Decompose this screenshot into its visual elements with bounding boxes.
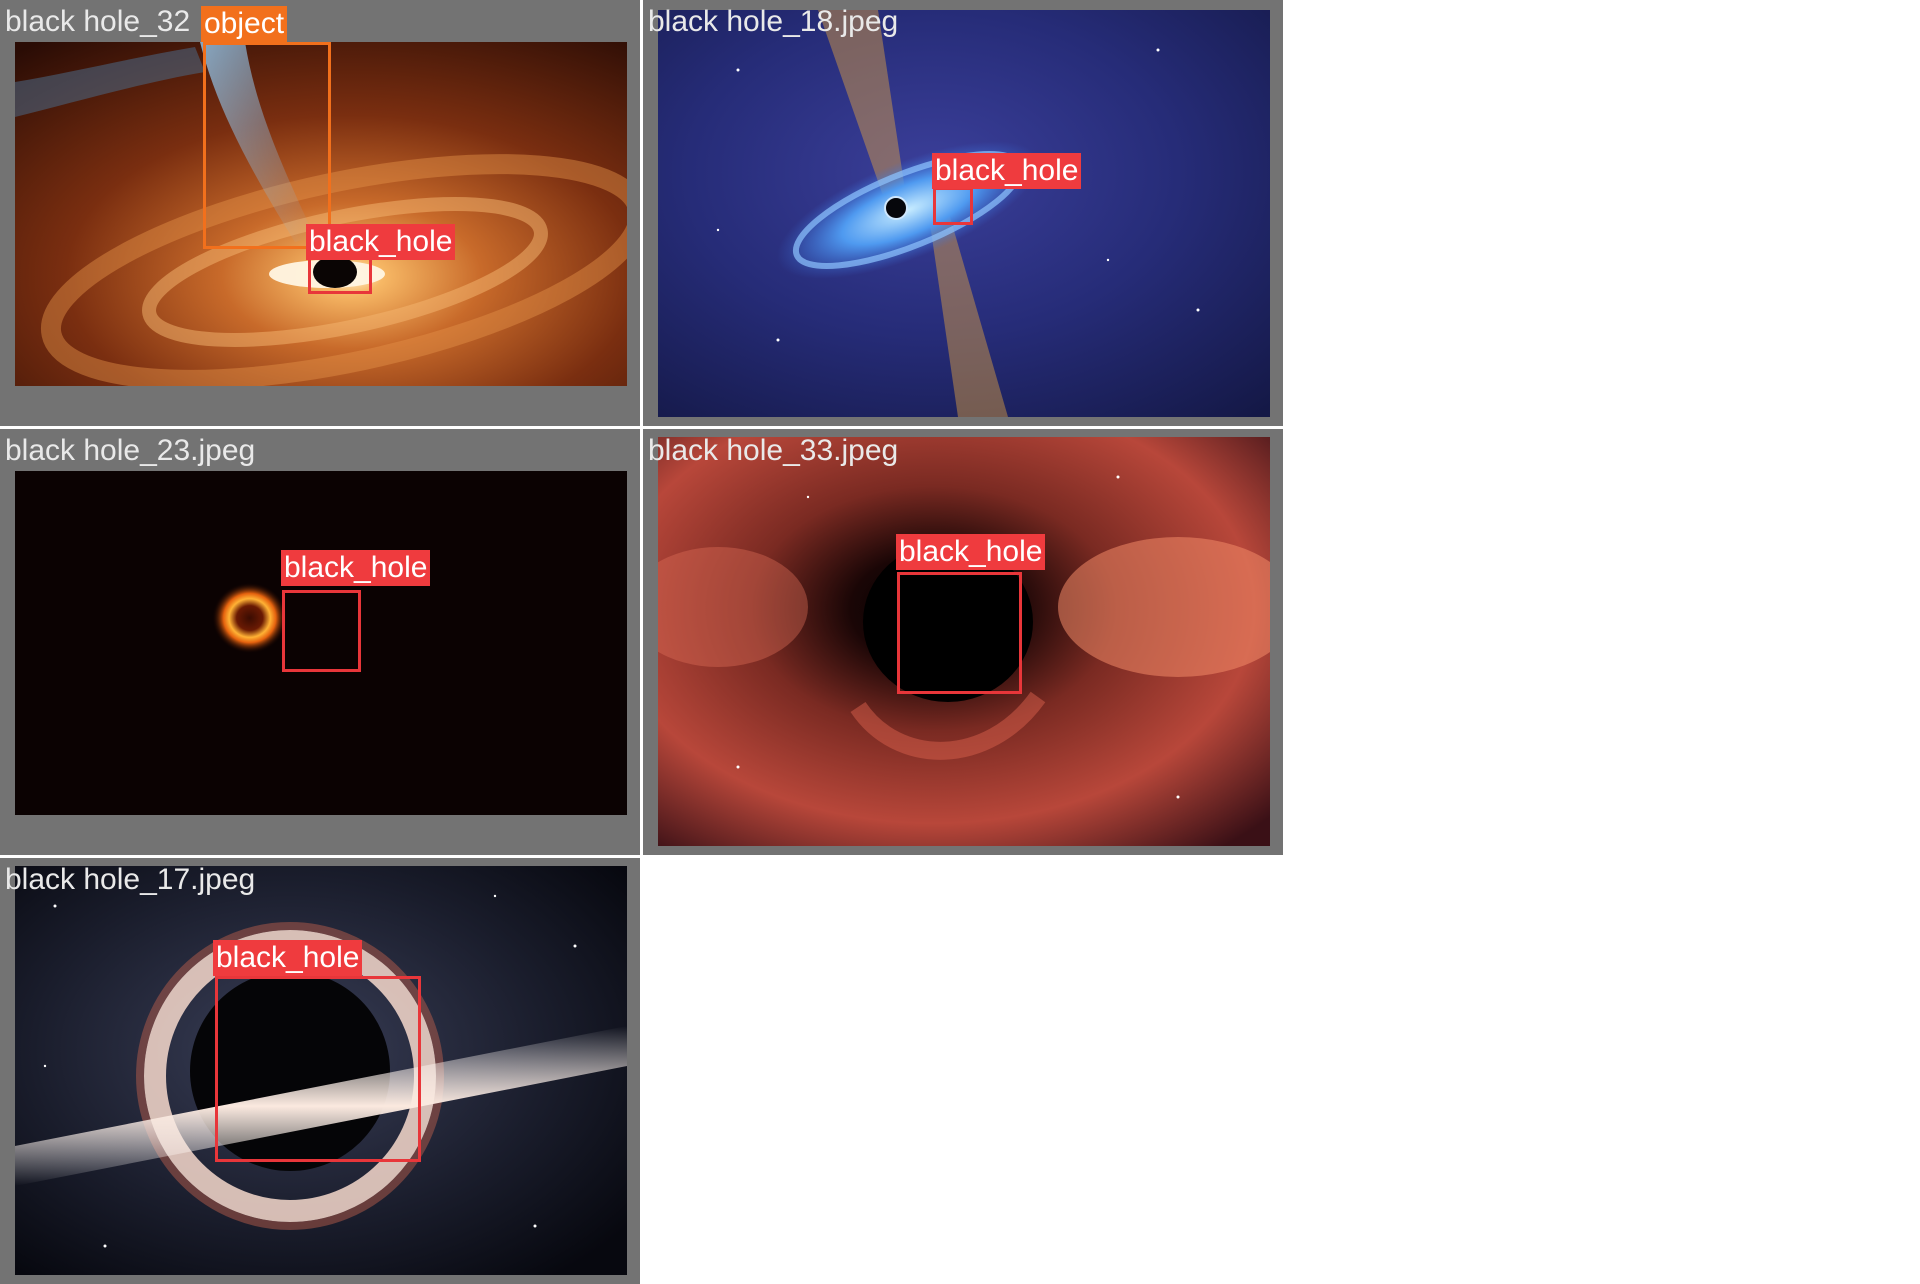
thumbnail-image	[658, 437, 1270, 846]
black-hole-bounding-box	[933, 187, 973, 225]
image-filename: black hole_17.jpeg	[5, 863, 256, 896]
black-hole-label-tag: black_hole	[213, 940, 363, 976]
image-tile[interactable]: black hole_17.jpeg black_hole	[0, 858, 640, 1284]
black-hole-label-tag: black_hole	[896, 534, 1046, 570]
black-hole-bounding-box	[897, 572, 1022, 694]
thumbnail-image	[15, 471, 627, 815]
image-tile[interactable]: black hole_32 object black_hole	[0, 0, 640, 426]
image-filename: black hole_18.jpeg	[648, 5, 899, 38]
black-hole-label-tag: black_hole	[281, 550, 431, 586]
black-hole-bounding-box	[282, 590, 361, 672]
thumbnail-image	[15, 866, 627, 1275]
image-filename: black hole_33.jpeg	[648, 434, 899, 467]
black-hole-label-tag: black_hole	[306, 224, 456, 260]
black-hole-bounding-box	[308, 255, 372, 294]
object-label-tag: object	[201, 6, 288, 42]
image-tile[interactable]: black hole_18.jpeg black_hole	[643, 0, 1283, 426]
image-filename: black hole_32	[5, 5, 191, 38]
thumbnail-image	[15, 42, 627, 386]
image-tile[interactable]: black hole_33.jpeg black_hole	[643, 429, 1283, 855]
image-tile[interactable]: black hole_23.jpeg black_hole	[0, 429, 640, 855]
black-hole-bounding-box	[215, 976, 421, 1162]
image-filename: black hole_23.jpeg	[5, 434, 256, 467]
object-bounding-box	[203, 42, 331, 249]
black-hole-label-tag: black_hole	[932, 153, 1082, 189]
